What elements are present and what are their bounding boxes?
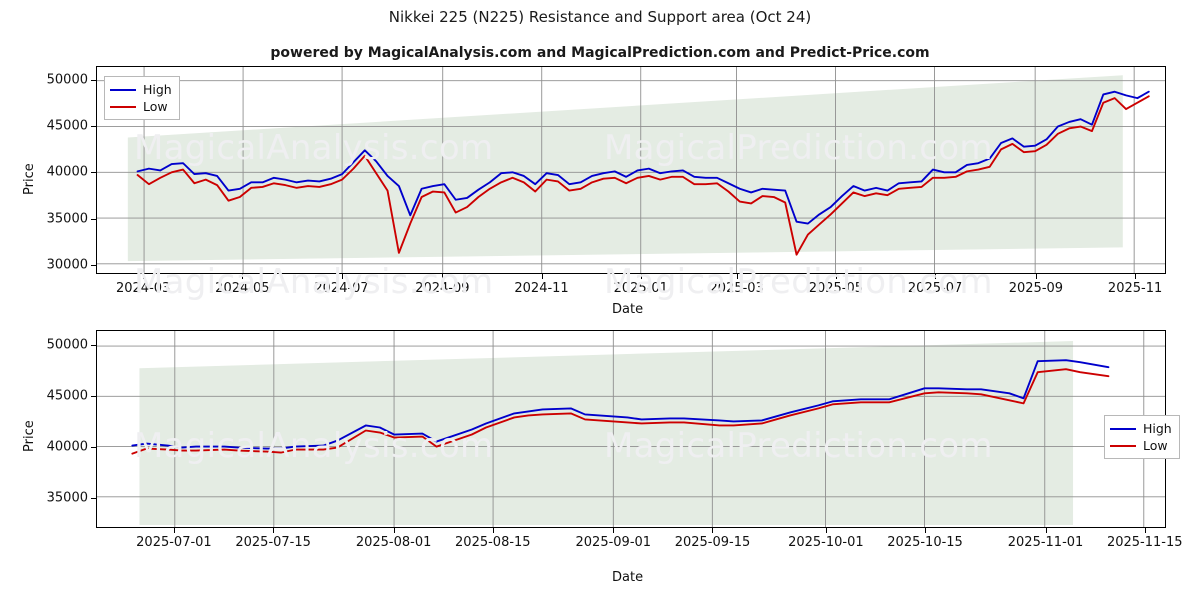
x-tick-label: 2025-08-15 xyxy=(455,535,531,550)
x-tick-mark xyxy=(242,274,244,279)
x-tick-mark xyxy=(1035,274,1037,279)
overview-legend: High Low xyxy=(104,76,180,120)
x-tick-label: 2025-08-01 xyxy=(355,535,432,550)
zoom-plot-svg xyxy=(97,331,1165,527)
y-tick-label: 50000 xyxy=(46,337,88,353)
overview-plot-area xyxy=(96,66,1166,274)
x-tick-mark xyxy=(442,274,444,279)
x-tick-label: 2025-11 xyxy=(1107,281,1163,296)
zoom-chart-panel xyxy=(96,330,1166,528)
x-tick-label: 2025-03 xyxy=(709,281,764,296)
legend-swatch-low xyxy=(1110,444,1136,447)
y-tick-label: 35000 xyxy=(46,211,88,227)
series-line-low xyxy=(136,95,1150,256)
x-tick-mark xyxy=(393,528,395,533)
legend-label-low: Low xyxy=(1143,438,1168,453)
legend-label-low: Low xyxy=(143,99,168,114)
support-resistance-band xyxy=(139,341,1074,525)
y-tick-label: 30000 xyxy=(46,257,88,273)
x-tick-label: 2025-01 xyxy=(613,281,668,296)
zoom-x-axis-label: Date xyxy=(612,570,644,585)
y-tick-label: 35000 xyxy=(46,490,88,506)
zoom-legend: High Low xyxy=(1104,415,1180,459)
series-line-high xyxy=(136,90,1150,225)
x-tick-label: 2025-11-01 xyxy=(1007,535,1084,550)
x-tick-mark xyxy=(143,274,145,279)
series-line-low xyxy=(131,368,1110,455)
x-tick-mark xyxy=(492,528,494,533)
x-tick-label: 2024-11 xyxy=(514,281,569,296)
zoom-y-axis-label: Price xyxy=(22,420,37,452)
x-tick-mark xyxy=(1045,528,1047,533)
x-tick-label: 2024-03 xyxy=(115,281,171,296)
page-title: Nikkei 225 (N225) Resistance and Support… xyxy=(388,8,812,26)
x-tick-mark xyxy=(1144,528,1146,533)
y-tick-label: 50000 xyxy=(46,72,88,88)
x-tick-mark xyxy=(835,274,837,279)
page-subtitle: powered by MagicalAnalysis.com and Magic… xyxy=(270,45,930,61)
support-resistance-band xyxy=(127,75,1123,262)
x-tick-mark xyxy=(736,274,738,279)
x-tick-label: 2025-05 xyxy=(808,281,864,296)
x-tick-mark xyxy=(825,528,827,533)
legend-label-high: High xyxy=(143,82,172,97)
x-tick-label: 2025-07-01 xyxy=(136,535,212,550)
x-tick-mark xyxy=(925,528,927,533)
x-tick-label: 2025-07 xyxy=(907,281,963,296)
y-tick-label: 45000 xyxy=(46,388,88,404)
y-tick-label: 45000 xyxy=(46,118,88,134)
y-tick-mark xyxy=(91,497,96,499)
legend-entry-low: Low xyxy=(1110,437,1172,454)
x-tick-label: 2024-07 xyxy=(314,281,369,296)
legend-entry-high: High xyxy=(110,81,172,98)
legend-swatch-high xyxy=(1110,427,1136,430)
y-tick-label: 40000 xyxy=(46,439,88,455)
y-tick-mark xyxy=(91,218,96,220)
x-tick-mark xyxy=(1135,274,1137,279)
x-tick-label: 2025-11-15 xyxy=(1106,535,1183,550)
x-tick-mark xyxy=(273,528,275,533)
x-tick-label: 2025-10-15 xyxy=(887,535,963,550)
y-tick-label: 40000 xyxy=(46,164,88,180)
x-tick-mark xyxy=(640,274,642,279)
y-tick-mark xyxy=(91,172,96,174)
y-tick-mark xyxy=(91,79,96,81)
y-tick-mark xyxy=(91,126,96,128)
overview-chart-panel xyxy=(96,66,1166,274)
x-tick-label: 2025-09-15 xyxy=(674,535,751,550)
x-tick-mark xyxy=(173,528,175,533)
overview-y-axis-label: Price xyxy=(22,163,37,195)
x-tick-label: 2025-09 xyxy=(1008,281,1064,296)
y-tick-mark xyxy=(91,446,96,448)
legend-swatch-high xyxy=(110,88,136,91)
x-tick-label: 2025-09-01 xyxy=(575,535,652,550)
y-tick-mark xyxy=(91,345,96,347)
overview-x-axis-label: Date xyxy=(612,302,644,317)
x-tick-mark xyxy=(935,274,937,279)
legend-entry-high: High xyxy=(1110,420,1172,437)
y-tick-mark xyxy=(91,264,96,266)
x-tick-label: 2024-05 xyxy=(215,281,270,296)
x-tick-mark xyxy=(712,528,714,533)
x-tick-mark xyxy=(541,274,543,279)
x-tick-label: 2025-07-15 xyxy=(235,535,311,550)
legend-swatch-low xyxy=(110,105,136,108)
legend-entry-low: Low xyxy=(110,98,172,115)
series-line-high xyxy=(131,359,1110,450)
x-tick-mark xyxy=(613,528,615,533)
overview-plot-svg xyxy=(97,67,1165,273)
y-tick-mark xyxy=(91,396,96,397)
zoom-plot-area xyxy=(96,330,1166,528)
x-tick-mark xyxy=(341,274,343,279)
x-tick-label: 2024-09 xyxy=(415,281,470,296)
legend-label-high: High xyxy=(1143,421,1172,436)
x-tick-label: 2025-10-01 xyxy=(788,535,864,550)
